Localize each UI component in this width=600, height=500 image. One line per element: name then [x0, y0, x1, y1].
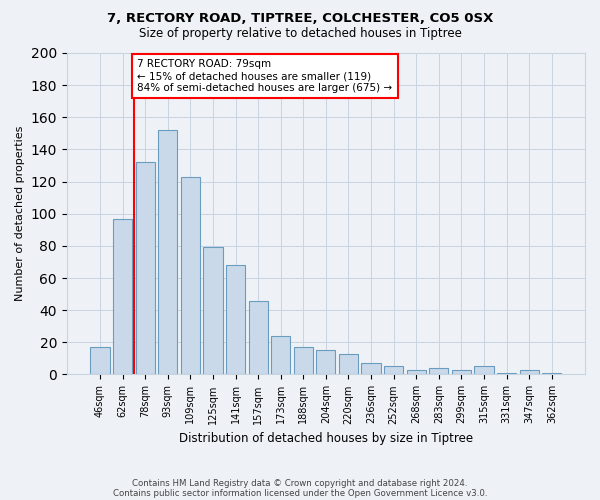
X-axis label: Distribution of detached houses by size in Tiptree: Distribution of detached houses by size …	[179, 432, 473, 445]
Bar	[429, 368, 448, 374]
Bar	[136, 162, 155, 374]
Bar	[226, 265, 245, 374]
Text: Contains public sector information licensed under the Open Government Licence v3: Contains public sector information licen…	[113, 488, 487, 498]
Bar	[113, 218, 132, 374]
Text: 7 RECTORY ROAD: 79sqm
← 15% of detached houses are smaller (119)
84% of semi-det: 7 RECTORY ROAD: 79sqm ← 15% of detached …	[137, 60, 392, 92]
Bar	[361, 363, 380, 374]
Y-axis label: Number of detached properties: Number of detached properties	[15, 126, 25, 302]
Bar	[339, 354, 358, 374]
Bar	[293, 347, 313, 374]
Bar	[158, 130, 178, 374]
Text: 7, RECTORY ROAD, TIPTREE, COLCHESTER, CO5 0SX: 7, RECTORY ROAD, TIPTREE, COLCHESTER, CO…	[107, 12, 493, 26]
Bar	[316, 350, 335, 374]
Bar	[248, 300, 268, 374]
Bar	[271, 336, 290, 374]
Bar	[520, 370, 539, 374]
Bar	[203, 248, 223, 374]
Bar	[407, 370, 426, 374]
Text: Contains HM Land Registry data © Crown copyright and database right 2024.: Contains HM Land Registry data © Crown c…	[132, 478, 468, 488]
Bar	[181, 177, 200, 374]
Text: Size of property relative to detached houses in Tiptree: Size of property relative to detached ho…	[139, 28, 461, 40]
Bar	[497, 373, 516, 374]
Bar	[384, 366, 403, 374]
Bar	[91, 347, 110, 374]
Bar	[452, 370, 471, 374]
Bar	[542, 373, 562, 374]
Bar	[475, 366, 494, 374]
